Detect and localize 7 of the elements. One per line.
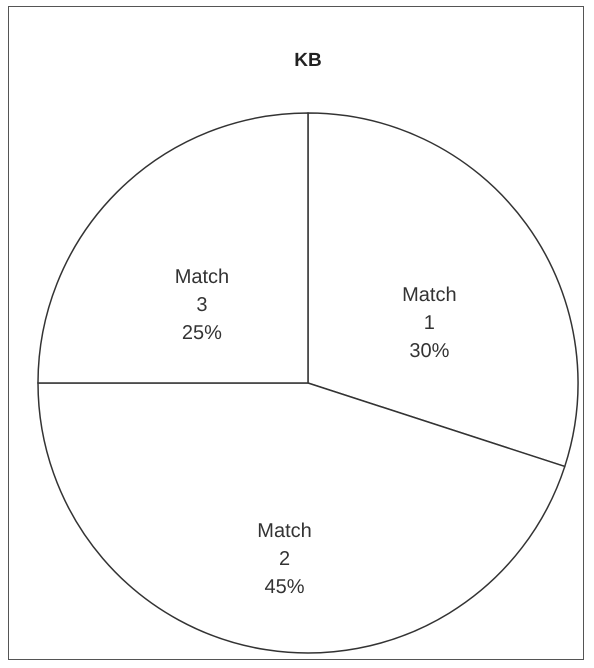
data-label: 45%: [264, 576, 305, 598]
slice-label: Match 3: [174, 266, 230, 316]
slice-label: Match 1: [402, 284, 457, 334]
chart-title: KB: [294, 50, 322, 71]
data-label: 30%: [409, 340, 450, 362]
slice-label: Match 2: [257, 520, 312, 570]
data-label: 25%: [182, 322, 222, 344]
